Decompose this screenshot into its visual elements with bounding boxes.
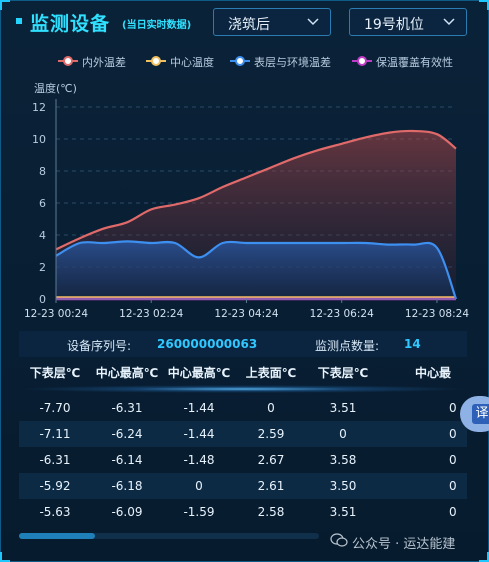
table-row[interactable]: -7.11 -6.24 -1.44 2.59 0 0 xyxy=(19,421,467,447)
table-cell: 0 xyxy=(449,453,457,467)
y-axis-label: 温度(℃) xyxy=(34,81,77,95)
position-select[interactable]: 19号机位 xyxy=(349,8,467,36)
y-tick-label: 6 xyxy=(39,197,46,210)
table-cell: 3.51 xyxy=(329,505,357,519)
table-cell: -6.09 xyxy=(111,505,143,519)
chevron-down-icon xyxy=(443,18,455,26)
column-header: 下表层℃ xyxy=(29,366,81,380)
chevron-down-icon xyxy=(307,18,319,26)
legend-marker xyxy=(151,56,161,66)
legend-label: 中心温度 xyxy=(170,56,214,69)
wechat-icon xyxy=(330,533,348,547)
table-cell: 0 xyxy=(449,505,457,519)
table-body[interactable]: -7.70 -6.31 -1.44 0 3.51 0 -7.11 -6.24 -1.44 2.59… xyxy=(19,395,467,523)
table-cell: 0 xyxy=(339,427,347,441)
y-tick-label: 2 xyxy=(39,261,46,274)
column-header: 中心最高℃ xyxy=(167,366,231,380)
legend-label: 保温覆盖有效性 xyxy=(376,56,453,69)
series-line xyxy=(55,240,458,300)
device-info-bar: 设备序列号: 260000000063 监测点数量: 14 xyxy=(19,331,467,357)
table-cell: -6.24 xyxy=(111,427,143,441)
translate-float-button[interactable]: 译 xyxy=(460,396,489,432)
chart-axes: 0 2 4 6 8 10 12 12-23 00:24 12-23 02:24 12-23 04:… xyxy=(24,99,469,320)
points-label: 监测点数量: xyxy=(315,339,380,353)
serial-value: 260000000063 xyxy=(157,337,258,351)
table-cell: -6.14 xyxy=(111,453,143,467)
table-row[interactable]: -5.63 -6.09 -1.59 2.58 3.51 0 xyxy=(19,499,467,523)
panel-title: 监测设备 xyxy=(30,13,111,35)
table-cell: -6.31 xyxy=(111,401,143,415)
table-cell: -5.63 xyxy=(39,505,71,519)
translate-icon: 译 xyxy=(472,404,489,424)
column-header: 中心最高℃ xyxy=(95,366,159,380)
table-cell: 2.59 xyxy=(257,427,285,441)
table-cell: 0 xyxy=(449,401,457,415)
table-cell: 0 xyxy=(449,479,457,493)
legend-marker xyxy=(235,56,245,66)
points-value: 14 xyxy=(404,337,421,351)
table-cell: 0 xyxy=(449,427,457,441)
table-cell: 0 xyxy=(267,401,275,415)
y-tick-label: 12 xyxy=(32,101,46,114)
x-tick-label: 12-23 06:24 xyxy=(310,308,374,320)
chart-areas xyxy=(56,130,456,299)
panel-subtitle: (当日实时数据) xyxy=(122,20,192,31)
corner-decoration xyxy=(0,0,10,10)
watermark-text: 公众号 · 运达能建 xyxy=(352,537,456,552)
corner-decoration xyxy=(479,552,489,562)
table-header: 下表层℃ 中心最高℃ 中心最高℃ 上表面℃ 下表层℃ 中心最 xyxy=(19,361,467,387)
y-tick-label: 4 xyxy=(39,229,46,242)
table-cell: -1.59 xyxy=(183,505,215,519)
y-tick-label: 8 xyxy=(39,165,46,178)
x-tick-label: 12-23 08:24 xyxy=(405,308,469,320)
table-cell: -6.18 xyxy=(111,479,143,493)
table-cell: -7.70 xyxy=(39,401,71,415)
legend-marker xyxy=(63,56,73,66)
serial-label: 设备序列号: xyxy=(67,339,132,353)
column-header: 下表层℃ xyxy=(317,366,369,380)
column-header: 中心最 xyxy=(415,366,452,380)
table-cell: -6.31 xyxy=(39,453,71,467)
y-tick-label: 10 xyxy=(32,133,46,146)
x-tick-label: 12-23 00:24 xyxy=(24,308,88,320)
table-cell: -5.92 xyxy=(39,479,71,493)
series-line xyxy=(55,129,457,251)
x-tick-label: 12-23 04:24 xyxy=(214,308,278,320)
table-row[interactable]: -7.70 -6.31 -1.44 0 3.51 0 xyxy=(19,395,467,421)
legend-marker xyxy=(357,56,367,66)
table-cell: 3.58 xyxy=(329,453,357,467)
stage-select[interactable]: 浇筑后 xyxy=(213,8,331,36)
table-cell: 2.67 xyxy=(257,453,285,467)
column-header: 上表面℃ xyxy=(245,366,297,380)
table-row[interactable]: -5.92 -6.18 0 2.61 3.50 0 xyxy=(19,473,467,499)
table-cell: -1.44 xyxy=(183,401,215,415)
table-cell: 3.50 xyxy=(329,479,357,493)
table-cell: -1.48 xyxy=(183,453,215,467)
legend-label: 表层与环境温差 xyxy=(254,56,331,69)
series-area xyxy=(56,241,456,299)
position-select-value: 19号机位 xyxy=(364,17,424,33)
table-row[interactable]: -6.31 -6.14 -1.48 2.67 3.58 0 xyxy=(19,447,467,473)
table-cell: -1.44 xyxy=(183,427,215,441)
legend-label: 内外温差 xyxy=(82,56,126,69)
table-cell: 2.61 xyxy=(257,479,285,493)
panel-header: 监测设备 (当日实时数据) 浇筑后 19号机位 xyxy=(1,1,488,45)
table-cell: 2.58 xyxy=(257,505,285,519)
scrollbar-thumb[interactable] xyxy=(19,533,95,539)
corner-decoration xyxy=(479,0,489,10)
y-tick-label: 0 xyxy=(39,293,46,306)
stage-select-value: 浇筑后 xyxy=(228,17,270,33)
table-cell: -7.11 xyxy=(39,427,71,441)
table-cell: 3.51 xyxy=(329,401,357,415)
horizontal-scrollbar[interactable] xyxy=(19,533,319,539)
corner-decoration xyxy=(0,552,10,562)
x-tick-label: 12-23 02:24 xyxy=(119,308,183,320)
table-cell: 0 xyxy=(195,479,203,493)
header-glow-divider xyxy=(19,385,467,393)
temperature-chart: 0 2 4 6 8 10 12 12-23 00:24 12-23 02:24 12-23 04:… xyxy=(24,81,469,320)
title-square-icon xyxy=(16,18,22,24)
